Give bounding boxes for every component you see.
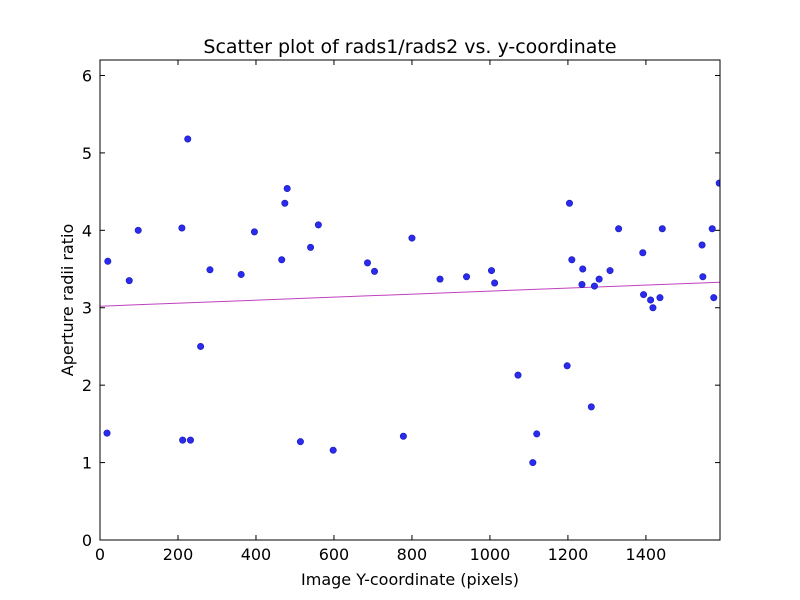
x-tick-label: 200	[163, 545, 194, 564]
data-point	[529, 459, 537, 467]
data-point	[408, 234, 416, 242]
data-point	[283, 185, 291, 193]
data-point	[615, 225, 623, 233]
data-point	[491, 279, 499, 287]
data-point	[178, 224, 186, 232]
data-point	[656, 294, 664, 302]
y-axis-title: Aperture radii ratio	[58, 224, 77, 377]
x-tick-label: 0	[95, 545, 105, 564]
chart-title: Scatter plot of rads1/rads2 vs. y-coordi…	[203, 36, 616, 58]
data-point	[296, 438, 304, 446]
y-tick-label: 1	[82, 454, 92, 473]
data-point	[186, 436, 194, 444]
data-point	[533, 430, 541, 438]
data-point	[104, 257, 112, 265]
data-point	[639, 249, 647, 257]
data-point	[606, 267, 614, 275]
data-point	[658, 225, 666, 233]
data-point	[587, 403, 595, 411]
y-tick-label: 0	[82, 531, 92, 550]
data-point	[514, 371, 522, 379]
data-point	[197, 342, 205, 350]
x-tick-label: 1000	[470, 545, 511, 564]
data-point	[463, 273, 471, 281]
data-point	[487, 267, 495, 275]
data-point	[125, 277, 133, 285]
data-point	[647, 296, 655, 304]
data-point	[179, 436, 187, 444]
data-point	[699, 273, 707, 281]
x-tick-label: 800	[397, 545, 428, 564]
plot-frame	[99, 59, 721, 541]
x-tick-label: 1400	[626, 545, 667, 564]
x-axis-title: Image Y-coordinate (pixels)	[301, 570, 519, 589]
data-point	[281, 199, 289, 207]
x-tick-label: 1200	[548, 545, 589, 564]
data-point	[184, 135, 192, 143]
y-tick-label: 4	[82, 221, 92, 240]
data-point	[578, 281, 586, 289]
data-point	[649, 304, 657, 312]
y-tick-label: 3	[82, 299, 92, 318]
data-point	[436, 275, 444, 283]
data-point	[307, 243, 315, 251]
x-tick-label: 400	[241, 545, 272, 564]
data-point	[568, 256, 576, 264]
data-point	[698, 241, 706, 249]
y-tick-label: 5	[82, 144, 92, 163]
data-point	[399, 432, 407, 440]
data-point	[565, 199, 573, 207]
data-point	[134, 226, 142, 234]
x-tick-label: 600	[319, 545, 350, 564]
data-point	[206, 266, 214, 274]
y-tick-label: 6	[82, 66, 92, 85]
data-point	[371, 267, 379, 275]
data-point	[329, 446, 337, 454]
data-point	[363, 259, 371, 267]
data-point	[314, 221, 322, 229]
data-point	[640, 291, 648, 299]
data-point	[103, 429, 111, 437]
y-tick-label: 2	[82, 376, 92, 395]
data-point	[708, 225, 716, 233]
fit-line	[100, 281, 720, 307]
data-point	[563, 362, 571, 370]
data-point	[250, 228, 258, 236]
data-point	[590, 282, 598, 290]
data-point	[579, 265, 587, 273]
data-point	[710, 294, 718, 302]
data-point	[278, 256, 286, 264]
data-point	[237, 270, 245, 278]
data-point	[715, 179, 720, 187]
data-point	[595, 275, 603, 283]
